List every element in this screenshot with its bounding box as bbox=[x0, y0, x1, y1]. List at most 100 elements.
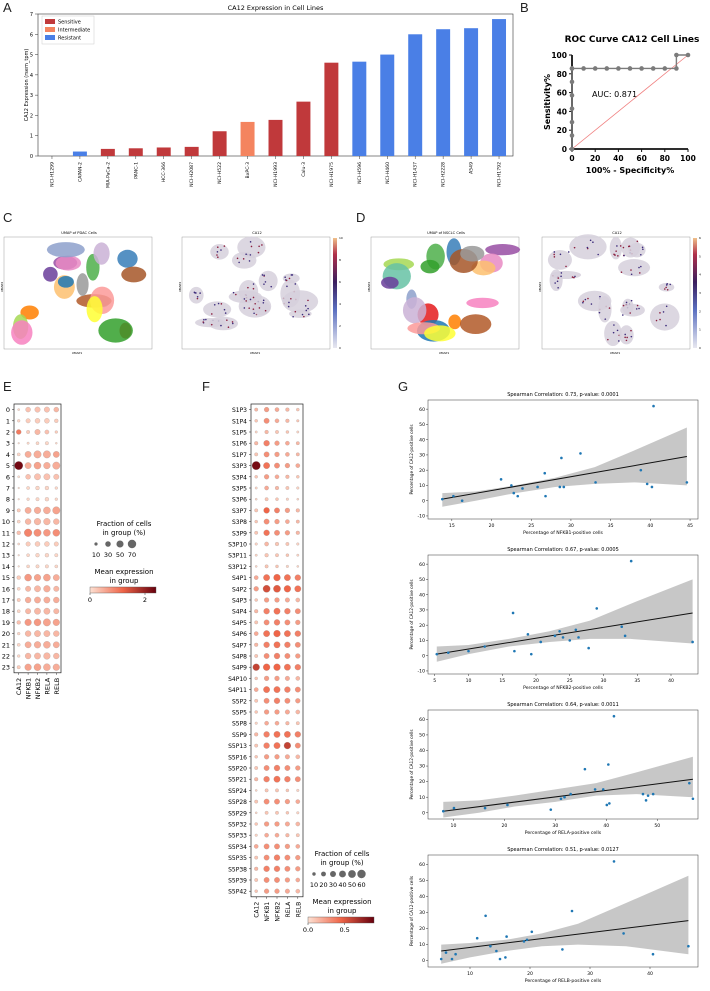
scatter-point bbox=[595, 607, 599, 610]
row-label: S4P7 bbox=[232, 642, 247, 649]
expression-dot bbox=[274, 597, 280, 603]
umap-cluster bbox=[20, 305, 39, 320]
umap-expr-point bbox=[263, 274, 265, 277]
panel-letter-d: D bbox=[356, 210, 366, 225]
bar bbox=[100, 148, 115, 156]
expression-dot bbox=[52, 461, 61, 470]
expression-dot bbox=[295, 855, 301, 861]
legend: Sensitive Intermediate Resistant bbox=[41, 15, 95, 45]
size-legend-label: 50 bbox=[116, 551, 124, 559]
expression-dot bbox=[43, 652, 51, 660]
umap-cluster bbox=[76, 273, 89, 296]
row-label: 13 bbox=[2, 552, 10, 560]
expression-dot bbox=[263, 574, 270, 581]
expression-dot bbox=[44, 553, 49, 558]
row-label: 0 bbox=[6, 406, 10, 414]
expression-dot bbox=[253, 586, 259, 592]
umap-expr-point bbox=[625, 301, 628, 304]
x-tick-label: 45 bbox=[687, 523, 693, 529]
y-tick-label: 50 bbox=[419, 422, 425, 428]
row-label: S5P20 bbox=[228, 766, 247, 773]
umap-expr-point bbox=[617, 255, 619, 257]
expression-dot bbox=[274, 519, 280, 525]
expression-dot bbox=[284, 675, 290, 681]
row-label: S4P5 bbox=[232, 620, 247, 627]
expression-dot bbox=[284, 574, 291, 581]
umap-expr-point bbox=[626, 336, 628, 339]
umap-pdac-ca12: CA12 UMAP1 UMAP2 10 8 6 4 2 0 bbox=[178, 231, 343, 355]
confidence-band bbox=[443, 756, 693, 818]
umap-expr-point bbox=[217, 256, 219, 259]
umap-expr-point bbox=[216, 246, 219, 249]
row-label: S5P39 bbox=[228, 878, 247, 885]
expression-dot bbox=[254, 698, 259, 703]
y-tick-label: 0 bbox=[422, 653, 425, 659]
scatter-point bbox=[577, 636, 580, 639]
umap-expr-point bbox=[608, 307, 611, 309]
col-label: NFKB2 bbox=[275, 902, 282, 922]
expression-dot bbox=[264, 564, 269, 569]
color-legend-label: 0.5 bbox=[339, 926, 349, 934]
scatter-title: Spearman Correlation: 0.73, p-value: 0.0… bbox=[507, 392, 619, 398]
bar bbox=[408, 34, 423, 156]
expression-dot bbox=[254, 766, 259, 770]
umap-expr-point bbox=[254, 302, 256, 305]
y-tick-label: 2 bbox=[30, 113, 33, 119]
expression-dot bbox=[285, 542, 290, 546]
expression-dot bbox=[35, 485, 40, 491]
umap-expr-point bbox=[253, 312, 255, 315]
expression-dot bbox=[26, 486, 30, 490]
expression-dot bbox=[254, 777, 259, 782]
scatter-point bbox=[522, 940, 526, 943]
expression-dot bbox=[275, 564, 279, 569]
expression-dot bbox=[54, 553, 59, 558]
expression-dot bbox=[263, 776, 270, 783]
expression-dot bbox=[273, 663, 281, 671]
umap-cluster bbox=[86, 296, 103, 323]
umap-expr-point bbox=[245, 300, 247, 302]
roc-point bbox=[569, 146, 575, 152]
size-legend-label: 10 bbox=[92, 551, 100, 559]
umap-expr-point bbox=[613, 324, 615, 326]
umap-expr-point bbox=[294, 283, 297, 285]
size-legend-title: in group (%) bbox=[320, 859, 364, 867]
x-tick-label: 10 bbox=[451, 823, 457, 829]
umap-expr-point bbox=[597, 253, 599, 256]
umap-expr-point bbox=[573, 246, 576, 249]
row-label: 1 bbox=[6, 417, 10, 425]
expression-dot bbox=[16, 587, 21, 591]
col-label: RELB bbox=[53, 678, 61, 695]
umap-expr-point bbox=[620, 271, 623, 274]
expression-dot bbox=[34, 607, 41, 615]
bar bbox=[324, 62, 339, 156]
umap-x-label: UMAP1 bbox=[610, 351, 621, 355]
scatter-point bbox=[641, 792, 645, 796]
colorbar-tick: 10 bbox=[339, 236, 343, 240]
umap-expr-point bbox=[642, 248, 644, 251]
roc-point bbox=[662, 66, 668, 71]
umap-expr-point bbox=[663, 288, 666, 290]
umap-cluster bbox=[251, 300, 271, 316]
scatter-point bbox=[644, 799, 648, 802]
expression-dot bbox=[53, 406, 59, 413]
expression-dot bbox=[34, 641, 41, 649]
x-tick-label: 30 bbox=[601, 678, 607, 684]
regression-line bbox=[442, 455, 687, 500]
expression-dot bbox=[25, 608, 31, 615]
expression-dot bbox=[284, 888, 290, 894]
umap-expr-point bbox=[622, 314, 624, 316]
size-legend-label: 60 bbox=[357, 881, 365, 889]
expression-dot bbox=[274, 832, 280, 838]
expression-dot bbox=[294, 776, 301, 783]
expression-dot bbox=[16, 620, 21, 625]
size-legend-label: 10 bbox=[310, 881, 318, 889]
expression-dot bbox=[263, 877, 270, 883]
bar bbox=[436, 29, 451, 156]
expression-dot bbox=[284, 597, 290, 603]
expression-dot bbox=[25, 585, 31, 592]
row-label: S3P9 bbox=[232, 530, 247, 537]
x-tick-label: 35 bbox=[634, 678, 640, 684]
expression-dot bbox=[34, 585, 41, 593]
scatter-point bbox=[504, 956, 507, 959]
umap-expr-point bbox=[250, 245, 253, 248]
